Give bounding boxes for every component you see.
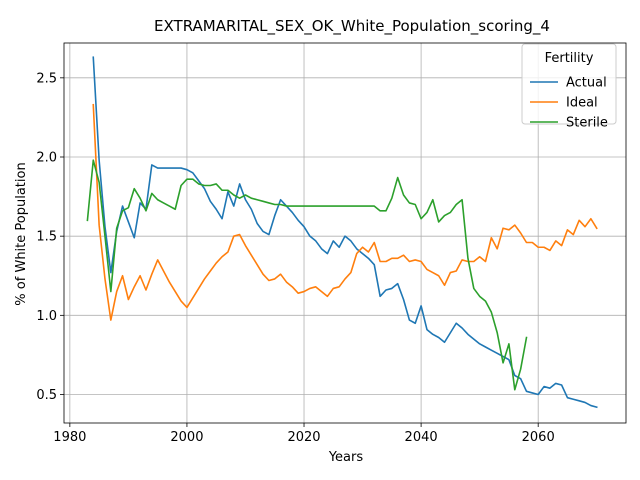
series-lines [86, 56, 598, 409]
legend-items: Actual Ideal Sterile [530, 76, 608, 131]
series-line-sterile [86, 159, 528, 391]
chart-title: EXTRAMARITAL_SEX_OK_White_Population_sco… [154, 17, 550, 36]
legend-title: Fertility [545, 51, 594, 66]
legend-label-actual: Actual [566, 76, 607, 91]
series-line-ideal [92, 103, 598, 321]
x-tick-label: 2020 [287, 430, 320, 445]
x-axis-title: Years [328, 450, 364, 465]
legend-label-ideal: Ideal [566, 96, 598, 111]
x-axis-ticks: 1980 2000 2020 2040 2060 [53, 423, 555, 445]
x-tick-label: 1980 [53, 430, 86, 445]
y-tick-label: 0.5 [36, 388, 57, 403]
x-tick-label: 2000 [170, 430, 203, 445]
legend-label-sterile: Sterile [566, 116, 608, 131]
y-axis-ticks: 0.5 1.0 1.5 2.0 2.5 [36, 71, 64, 403]
y-axis-title: % of White Population [14, 162, 29, 305]
x-tick-label: 2040 [405, 430, 438, 445]
legend: Fertility Actual Ideal Sterile [521, 43, 617, 131]
y-tick-label: 2.0 [36, 151, 57, 166]
y-tick-label: 1.5 [36, 230, 57, 245]
y-tick-label: 1.0 [36, 309, 57, 324]
x-tick-label: 2060 [522, 430, 555, 445]
plot-frame [63, 42, 627, 424]
legend-box [521, 43, 617, 125]
y-tick-label: 2.5 [36, 71, 57, 86]
